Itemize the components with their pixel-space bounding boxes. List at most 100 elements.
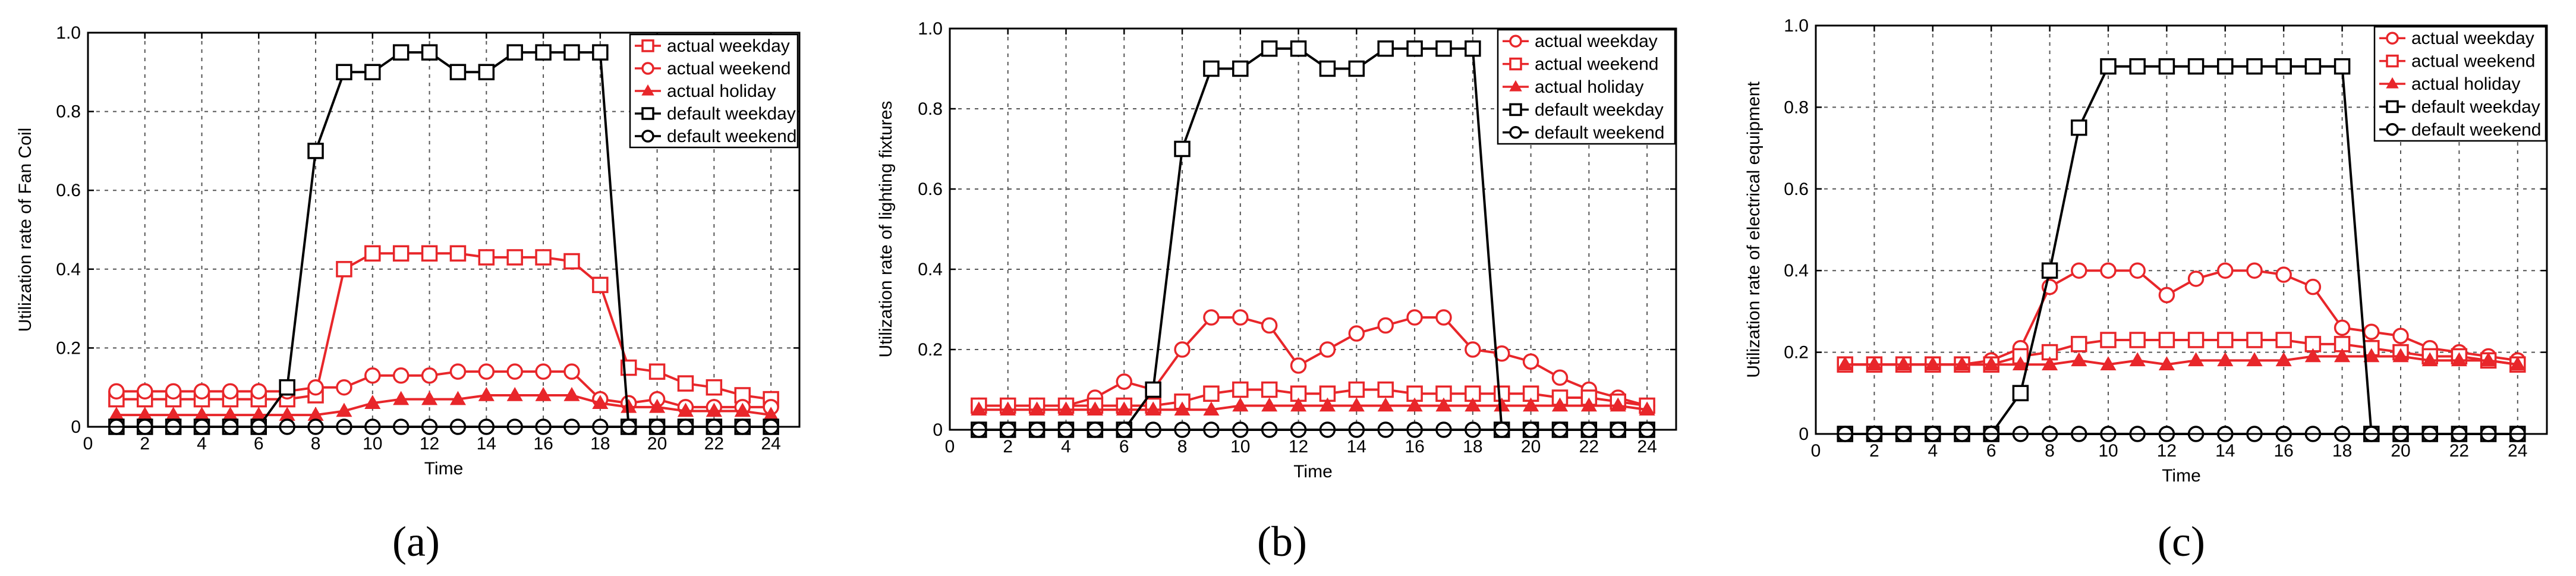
data-point [2071, 336, 2087, 352]
legend-label: actual weekend [667, 59, 791, 78]
data-point [1319, 341, 1336, 358]
data-point [2275, 266, 2292, 283]
data-point [2071, 352, 2087, 367]
x-tick-label: 18 [2332, 441, 2352, 461]
x-tick-label: 10 [363, 434, 382, 454]
data-point [449, 64, 467, 81]
data-point [2217, 352, 2234, 367]
data-point [1377, 40, 1394, 57]
data-point [2187, 332, 2205, 348]
x-tick-label: 6 [254, 434, 264, 454]
data-point [2246, 352, 2263, 367]
data-point [1319, 60, 1336, 77]
y-tick-label: 0.2 [56, 338, 81, 358]
data-point [307, 143, 324, 159]
data-point [734, 402, 751, 417]
data-point [449, 363, 467, 380]
data-point [421, 367, 438, 384]
legend-label: actual holiday [1535, 77, 1643, 97]
y-tick-label: 0.4 [56, 260, 81, 279]
legend-label: default weekday [667, 104, 796, 124]
data-point [1465, 397, 1481, 412]
chart-panel-1: 0 2 4 6 8 10 12 14 16 18 20 22 2400.20.40.60.81.0Tim… [15, 23, 801, 565]
legend-marker [1509, 126, 1522, 139]
x-tick-label: 0 [1811, 441, 1821, 461]
data-point [1145, 401, 1161, 416]
y-axis-label: Utilization rate of Fan Coil [15, 128, 35, 332]
x-axis-label: Time [1293, 462, 1333, 481]
data-point [1203, 385, 1220, 402]
data-point [1610, 397, 1626, 412]
legend: actual weekday actual weekend actual holid… [2373, 26, 2547, 142]
x-tick-label: 4 [197, 434, 207, 454]
data-point [336, 379, 352, 396]
data-point [392, 44, 410, 61]
data-point [2275, 352, 2292, 367]
data-point [421, 245, 438, 262]
data-point [649, 398, 666, 413]
data-point [1954, 356, 1970, 371]
legend-marker [641, 130, 654, 143]
data-point [1406, 40, 1423, 57]
data-point [535, 249, 552, 266]
data-point [2100, 262, 2117, 279]
data-point [2187, 58, 2205, 75]
data-point [2304, 348, 2321, 363]
data-point [1348, 397, 1365, 412]
data-point [1377, 317, 1394, 334]
data-point [1203, 401, 1220, 416]
data-point [1348, 60, 1365, 77]
data-point [648, 363, 666, 380]
x-tick-label: 18 [1463, 437, 1482, 457]
legend-marker [641, 39, 654, 52]
data-point [478, 363, 495, 380]
data-point [1435, 40, 1452, 57]
data-point [364, 64, 381, 81]
x-tick-label: 16 [2274, 441, 2294, 461]
y-tick-label: 0.2 [1784, 343, 1809, 363]
x-tick-label: 0 [83, 434, 93, 454]
data-point [506, 387, 523, 401]
series-actual-holiday [971, 397, 1655, 416]
y-tick-label: 0.6 [56, 181, 81, 200]
data-point [421, 44, 438, 61]
x-tick-label: 16 [1404, 437, 1424, 457]
y-tick-label: 0.6 [1784, 180, 1809, 199]
data-point [336, 261, 352, 278]
data-point [2217, 262, 2234, 279]
legend-marker [641, 84, 654, 96]
data-point [2012, 356, 2029, 371]
data-point [1057, 401, 1075, 416]
x-tick-label: 22 [704, 434, 724, 454]
data-point [1348, 325, 1365, 342]
data-point [2158, 58, 2175, 75]
data-point [1348, 381, 1365, 398]
legend-label: actual weekday [667, 36, 790, 56]
legend-marker [2386, 77, 2399, 89]
legend-label: default weekday [1535, 100, 1664, 119]
data-point [1551, 369, 1569, 386]
data-point [2071, 119, 2087, 136]
legend-label: actual weekend [2411, 52, 2535, 71]
data-point [336, 64, 352, 81]
data-point [1465, 40, 1481, 57]
data-point [1377, 397, 1394, 412]
plot-area-frame [949, 27, 1677, 431]
x-tick-label: 24 [1637, 437, 1657, 457]
data-point [1465, 341, 1481, 358]
panel-label: (a) [392, 518, 440, 565]
data-point [2012, 348, 2029, 365]
data-point [1837, 356, 1853, 371]
data-point [1983, 356, 1999, 371]
data-point [392, 367, 410, 384]
data-point [449, 391, 466, 405]
legend-marker [1509, 103, 1522, 117]
series-actual-weekend [108, 363, 779, 416]
data-point [2100, 356, 2117, 371]
data-point [392, 245, 410, 262]
series-actual-holiday [1837, 348, 2526, 371]
y-tick-label: 0.8 [56, 102, 81, 122]
